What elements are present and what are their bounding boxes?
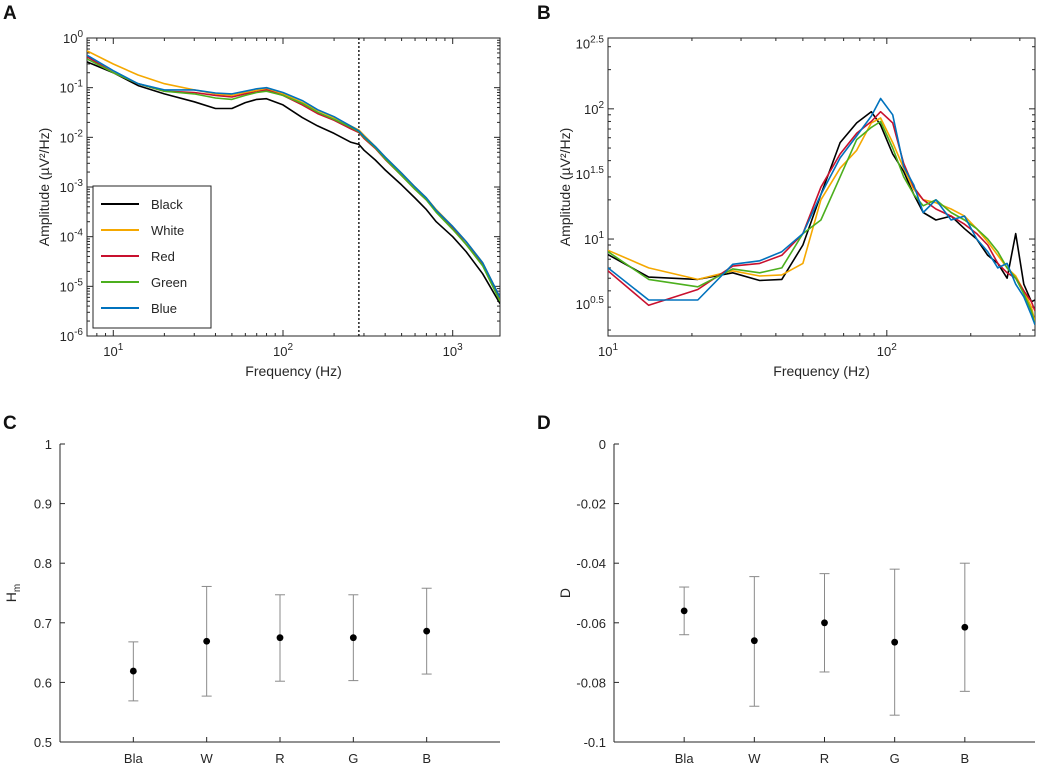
chart-c-x-tick-label: G bbox=[348, 751, 358, 765]
chart-c-y-tick-label: 0.9 bbox=[34, 497, 52, 512]
chart-c-y-axis-title: Hm bbox=[3, 584, 23, 602]
chart-c-x-tick-label: R bbox=[275, 751, 284, 765]
chart-d-x-tick-label: B bbox=[960, 751, 969, 765]
chart-b-series-green bbox=[608, 120, 1035, 325]
chart-a-lines bbox=[87, 38, 500, 336]
chart-d-plot: -0.1 -0.08 -0.06 -0.04 -0.02 0 Bla W R G B D bbox=[557, 437, 1035, 765]
panel-letter-a: A bbox=[3, 3, 17, 24]
chart-a-legend: Black White Red Green Blue bbox=[92, 185, 212, 329]
chart-d-y-tick-label: -0.1 bbox=[584, 735, 606, 750]
chart-d-point bbox=[891, 638, 899, 646]
chart-b-series-black bbox=[608, 110, 1035, 303]
chart-d-point bbox=[680, 607, 688, 615]
chart-c-y-tick-label: 0.8 bbox=[34, 556, 52, 571]
chart-d-y-tick-label: -0.06 bbox=[576, 616, 606, 631]
chart-c-x-tick-label: Bla bbox=[124, 751, 144, 765]
chart-a-series-green bbox=[87, 58, 500, 302]
chart-a-legend-label-green: Green bbox=[151, 275, 187, 290]
chart-c-x-tick-label: W bbox=[201, 751, 214, 765]
chart-b-y-tick-label: 101.5 bbox=[576, 165, 605, 182]
chart-b-y-tick-label: 102 bbox=[584, 100, 604, 117]
chart-a-y-tick-label: 10-3 bbox=[60, 178, 84, 195]
chart-a-legend-label-black: Black bbox=[151, 197, 183, 212]
chart-a-x-tick-label: 103 bbox=[443, 342, 463, 359]
chart-a-series-black bbox=[87, 61, 500, 305]
chart-b-lines bbox=[608, 97, 1035, 325]
chart-c-point bbox=[423, 627, 431, 635]
chart-d-point bbox=[750, 637, 758, 645]
chart-d-x-tick-label: R bbox=[820, 751, 829, 765]
chart-a-y-tick-label: 10-2 bbox=[60, 128, 84, 145]
chart-c-y-tick-label: 0.5 bbox=[34, 735, 52, 750]
chart-d-x-tick-label: Bla bbox=[675, 751, 695, 765]
chart-d-y-tick-label: -0.08 bbox=[576, 675, 606, 690]
chart-a-y-tick-label: 10-5 bbox=[60, 277, 84, 294]
chart-a-y-tick-label: 10-4 bbox=[60, 228, 84, 245]
chart-c-y-tick-label: 0.7 bbox=[34, 616, 52, 631]
chart-c-point bbox=[129, 667, 137, 675]
chart-a-y-tick-label: 10-1 bbox=[60, 79, 84, 96]
chart-b-x-axis-title: Frequency (Hz) bbox=[773, 363, 869, 379]
chart-a-y-tick-label: 100 bbox=[63, 29, 83, 46]
chart-d-y-tick-label: 0 bbox=[599, 437, 606, 452]
chart-a-legend-label-red: Red bbox=[151, 249, 175, 264]
chart-b-series-blue bbox=[608, 97, 1035, 325]
chart-a-plot: 101 102 103 10-6 10-5 10-4 10-3 10-2 10-1 100 Freq… bbox=[36, 29, 501, 379]
chart-a-y-axis-title: Amplitude (µV²/Hz) bbox=[36, 128, 52, 247]
chart-c-y-tick-label: 1 bbox=[45, 437, 52, 452]
chart-b-y-tick-label: 101 bbox=[584, 230, 604, 247]
chart-d-y-tick-label: -0.02 bbox=[576, 497, 606, 512]
chart-b-x-tick-label: 102 bbox=[877, 342, 897, 359]
chart-b-y-axis-title: Amplitude (µV²/Hz) bbox=[557, 128, 573, 247]
chart-a-x-axis-title: Frequency (Hz) bbox=[245, 363, 341, 379]
chart-b-y-tick-label: 100.5 bbox=[576, 295, 605, 312]
chart-c-y-tick-label: 0.6 bbox=[34, 675, 52, 690]
chart-d-point bbox=[961, 623, 969, 631]
panel-letter-c: C bbox=[3, 413, 17, 434]
chart-a-legend-label-white: White bbox=[151, 223, 184, 238]
chart-a-x-tick-label: 102 bbox=[273, 342, 293, 359]
chart-c-plot: 0.5 0.6 0.7 0.8 0.9 1 Bla W R G B Hm bbox=[3, 437, 500, 765]
chart-a-y-tick-label: 10-6 bbox=[60, 327, 84, 344]
chart-d-y-tick-label: -0.04 bbox=[576, 556, 606, 571]
chart-b-plot: 101 102 100.5 101 101.5 102 102.5 Frequency (Hz… bbox=[557, 35, 1036, 379]
chart-d-point bbox=[821, 619, 828, 627]
chart-b-axes-box bbox=[607, 37, 1036, 337]
chart-c-point bbox=[203, 637, 211, 645]
chart-c-x-tick-label: B bbox=[422, 751, 431, 765]
chart-b-y-tick-label: 102.5 bbox=[576, 35, 605, 52]
panel-letter-d: D bbox=[537, 413, 551, 434]
chart-c-point bbox=[349, 634, 357, 642]
chart-c-point bbox=[276, 634, 284, 642]
panel-letter-b: B bbox=[537, 3, 551, 24]
chart-d-x-tick-label: W bbox=[748, 751, 761, 765]
chart-d-x-tick-label: G bbox=[890, 751, 900, 765]
chart-a-legend-label-blue: Blue bbox=[151, 301, 177, 316]
chart-a-x-tick-label: 101 bbox=[103, 342, 123, 359]
chart-b-x-tick-label: 101 bbox=[598, 342, 618, 359]
chart-d-y-axis-title: D bbox=[557, 588, 573, 598]
chart-a-series-blue bbox=[87, 54, 500, 298]
